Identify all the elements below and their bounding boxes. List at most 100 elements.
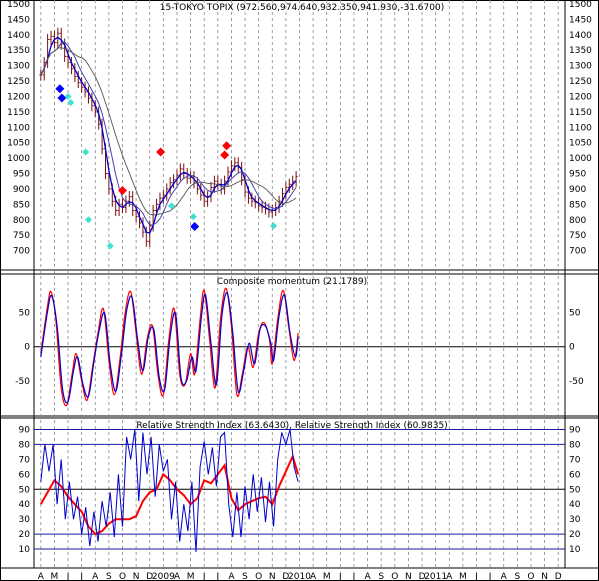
y-tick-label: 1100	[569, 123, 592, 133]
y-tick-label: 1000	[7, 154, 30, 164]
x-tick-label: S	[514, 572, 520, 581]
y-tick-label: 0	[24, 343, 30, 353]
y-tick-label: 90	[19, 425, 31, 435]
buy-marker	[190, 222, 200, 232]
momentum-line-blue	[40, 292, 299, 404]
y-tick-label: 950	[13, 170, 30, 180]
y-tick-label: 80	[569, 440, 581, 450]
y-tick-label: 800	[13, 216, 30, 226]
y-tick-label: 30	[19, 515, 31, 525]
y-tick-label: 80	[19, 440, 31, 450]
y-tick-label: -50	[15, 377, 30, 387]
y-tick-label: 1400	[569, 31, 592, 41]
y-tick-label: 850	[569, 200, 586, 210]
y-tick-label: 1150	[569, 108, 592, 118]
x-tick-label: N	[133, 572, 140, 581]
x-tick-label: J	[474, 572, 478, 581]
y-tick-label: 1450	[569, 15, 592, 25]
y-tick-label: 1100	[7, 123, 30, 133]
y-tick-label: 1300	[569, 62, 592, 72]
sell-marker	[220, 150, 230, 160]
buy-marker	[55, 84, 65, 94]
x-tick-label: A	[364, 572, 371, 581]
y-tick-label: 60	[569, 470, 581, 480]
x-tick-label: S	[106, 572, 112, 581]
signal-marker	[82, 148, 90, 156]
y-tick-label: -50	[569, 377, 584, 387]
y-tick-label: 1500	[569, 0, 592, 10]
x-tick-label: A	[501, 572, 508, 581]
sell-marker	[222, 141, 232, 151]
y-tick-label: 1450	[7, 15, 30, 25]
y-tick-label: 20	[569, 530, 581, 540]
x-tick-label: 2009	[152, 572, 175, 581]
momentum-panel-title: Composite momentum (21.1789)	[217, 277, 367, 287]
x-tick-label: J	[202, 572, 206, 581]
y-tick-label: 50	[19, 308, 31, 318]
y-tick-label: 850	[13, 200, 30, 210]
signal-marker	[189, 213, 197, 221]
y-tick-label: 1200	[569, 92, 592, 102]
y-tick-label: 90	[569, 425, 581, 435]
x-tick-label: J	[488, 572, 492, 581]
y-tick-label: 1350	[569, 46, 592, 56]
signal-marker	[67, 99, 75, 107]
y-tick-label: 1200	[7, 92, 30, 102]
x-tick-label: J	[66, 572, 70, 581]
x-tick-label: N	[269, 572, 276, 581]
y-tick-label: 1050	[569, 139, 592, 149]
x-tick-label: A	[228, 572, 235, 581]
x-tick-label: M	[323, 572, 331, 581]
x-tick-label: O	[391, 572, 398, 581]
x-tick-label: M	[51, 572, 59, 581]
moving-average-long	[40, 47, 297, 216]
x-tick-label: J	[352, 572, 356, 581]
y-tick-label: 1150	[7, 108, 30, 118]
signal-marker	[168, 202, 176, 210]
y-tick-label: 50	[569, 308, 581, 318]
x-tick-label: O	[255, 572, 262, 581]
x-tick-label: A	[38, 572, 45, 581]
x-tick-label: J	[338, 572, 342, 581]
x-tick-label: 2011	[424, 572, 447, 581]
y-tick-label: 900	[13, 185, 30, 195]
moving-average-mid	[40, 41, 297, 226]
y-tick-label: 70	[569, 455, 581, 465]
x-tick-label: 2010	[288, 572, 311, 581]
y-tick-label: 40	[569, 500, 581, 510]
x-tick-label: A	[446, 572, 453, 581]
sell-marker	[118, 185, 127, 195]
y-tick-label: 1500	[7, 0, 30, 10]
x-tick-label: D	[419, 572, 426, 581]
y-tick-label: 1250	[569, 77, 592, 87]
signal-marker	[84, 216, 92, 224]
x-tick-label: A	[310, 572, 317, 581]
x-tick-label: O	[527, 572, 534, 581]
x-tick-label: D	[282, 572, 289, 581]
y-tick-label: 30	[569, 515, 581, 525]
y-tick-label: 10	[19, 545, 31, 555]
y-tick-label: 40	[19, 500, 31, 510]
y-tick-label: 750	[13, 231, 30, 241]
x-tick-label: A	[92, 572, 99, 581]
price-panel: 700 700 750 750 800 800 850 850 900 900 950 950 1000…	[7, 0, 592, 257]
y-tick-label: 1350	[7, 46, 30, 56]
y-tick-label: 900	[569, 185, 586, 195]
y-tick-label: 50	[569, 485, 581, 495]
y-tick-label: 1000	[569, 154, 592, 164]
rsi-line-blue	[40, 429, 299, 553]
x-tick-label: N	[541, 572, 548, 581]
rsi-panel: 10 10 20 20 30 30 40 40 50 50 60 60 70 70 80 80 90 90	[19, 425, 581, 555]
y-tick-label: 700	[13, 247, 30, 257]
x-tick-label: J	[79, 572, 83, 581]
y-tick-label: 750	[569, 231, 586, 241]
momentum-panel: -50 -50 0 0 50 50	[15, 287, 584, 407]
y-tick-label: 0	[569, 343, 575, 353]
x-tick-label: S	[242, 572, 248, 581]
x-tick-label: D	[146, 572, 153, 581]
y-tick-label: 60	[19, 470, 31, 480]
y-tick-label: 1300	[7, 62, 30, 72]
price-panel-title: 15-TOKYO TOPIX (972.560,974.640,932.350,…	[160, 3, 444, 13]
y-tick-label: 950	[569, 170, 586, 180]
